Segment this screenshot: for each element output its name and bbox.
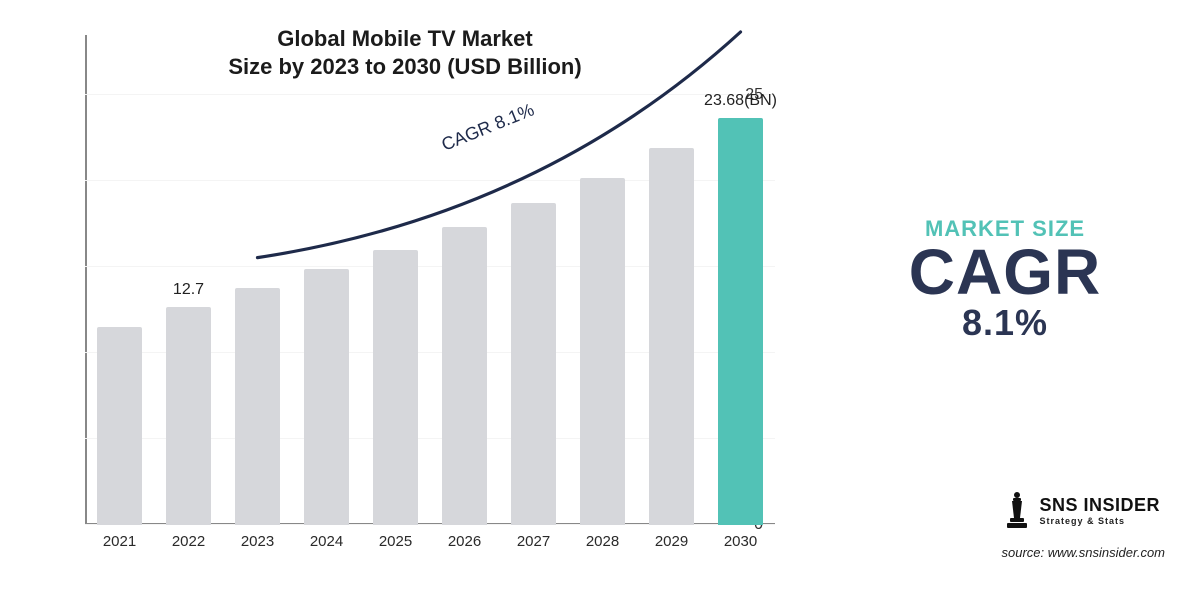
- bar-value-label: 23.68(BN): [704, 92, 777, 110]
- chart-title-line1: Global Mobile TV Market: [30, 25, 780, 53]
- bar: [442, 227, 488, 525]
- x-tick-label: 2030: [724, 533, 757, 550]
- bar: [718, 118, 764, 525]
- chart-panel: Global Mobile TV Market Size by 2023 to …: [0, 0, 810, 600]
- bar-value-label: 12.7: [173, 281, 204, 299]
- bar: [580, 178, 626, 525]
- brand-name: SNS INSIDER: [1039, 495, 1160, 516]
- market-size-block: MARKET SIZE CAGR 8.1%: [909, 216, 1101, 345]
- bar: [373, 250, 419, 525]
- x-tick-label: 2026: [448, 533, 481, 550]
- bar: [649, 148, 695, 525]
- x-tick-label: 2022: [172, 533, 205, 550]
- chart-title: Global Mobile TV Market Size by 2023 to …: [30, 25, 780, 80]
- bars-group: 2021202212.72023202420252026202720282029…: [85, 95, 775, 525]
- chess-icon: [1003, 490, 1031, 530]
- brand-tagline: Strategy & Stats: [1039, 516, 1160, 526]
- bar: [304, 269, 350, 525]
- x-tick-label: 2021: [103, 533, 136, 550]
- bar: [166, 307, 212, 525]
- x-tick-label: 2029: [655, 533, 688, 550]
- x-tick-label: 2027: [517, 533, 550, 550]
- x-tick-label: 2023: [241, 533, 274, 550]
- bar: [511, 203, 557, 525]
- market-size-cagr: CAGR: [909, 242, 1101, 303]
- market-size-percent: 8.1%: [909, 302, 1101, 344]
- x-tick-label: 2025: [379, 533, 412, 550]
- brand-logo: SNS INSIDER Strategy & Stats: [1003, 490, 1160, 530]
- bar: [97, 327, 143, 525]
- x-tick-label: 2024: [310, 533, 343, 550]
- brand-text-block: SNS INSIDER Strategy & Stats: [1039, 495, 1160, 526]
- chart-title-line2: Size by 2023 to 2030 (USD Billion): [30, 53, 780, 81]
- bar: [235, 288, 281, 525]
- source-attribution: source: www.snsinsider.com: [1001, 545, 1165, 560]
- x-tick-label: 2028: [586, 533, 619, 550]
- plot-area: 0510152025 2021202212.720232024202520262…: [85, 95, 775, 525]
- side-panel: MARKET SIZE CAGR 8.1% SNS INSIDER Strate…: [810, 0, 1200, 600]
